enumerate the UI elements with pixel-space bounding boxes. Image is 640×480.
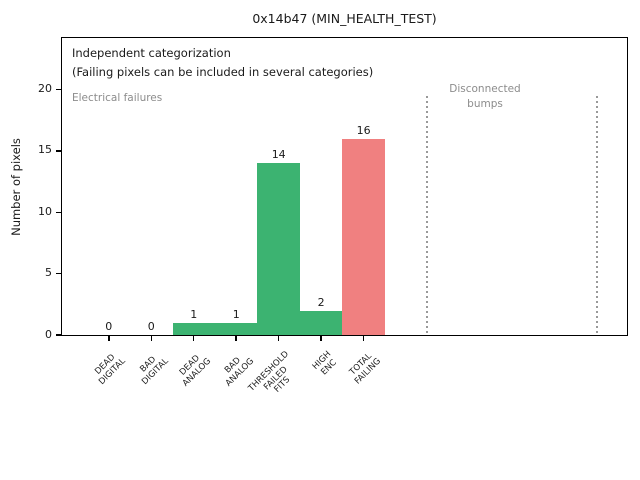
bar-value-label: 1 <box>190 307 198 321</box>
bar <box>214 322 258 336</box>
y-tick-label: 5 <box>45 266 52 280</box>
y-tick-label: 10 <box>38 204 52 218</box>
x-tick-mark <box>320 336 322 341</box>
x-tick-mark <box>192 336 195 341</box>
x-tick-mark <box>150 336 152 341</box>
bar <box>299 310 343 336</box>
x-tick-label: DEAD ANALOG <box>177 353 213 389</box>
y-tick-label: 15 <box>38 143 52 157</box>
x-tick-label: TOTAL FAILING <box>347 351 383 387</box>
bar-value-label: 0 <box>105 320 113 333</box>
bar <box>342 138 385 336</box>
y-tick-mark <box>56 272 61 275</box>
x-tick-mark <box>108 336 110 341</box>
bar-value-label: 16 <box>356 123 371 137</box>
x-tick-label: THRESHOLD FAILED FITS <box>246 349 293 395</box>
bar-value-label: 14 <box>271 148 286 162</box>
x-tick-mark <box>277 336 280 341</box>
x-tick-mark <box>235 336 237 341</box>
separator-dotted-line <box>596 95 599 336</box>
separator-dotted-line <box>426 95 429 336</box>
annotation-disconnected-bumps: Disconnected bumps <box>449 83 521 110</box>
x-tick-label: DEAD DIGITAL <box>93 352 128 387</box>
y-tick-mark <box>56 211 61 213</box>
bar-value-label: 2 <box>317 295 325 309</box>
y-tick-label: 0 <box>45 327 52 341</box>
y-tick-label: 20 <box>38 82 52 95</box>
bar <box>257 163 300 336</box>
x-tick-label: BAD DIGITAL <box>138 354 171 387</box>
x-tick-label: HIGH ENC <box>310 349 339 378</box>
y-tick-mark <box>56 334 61 336</box>
bar-value-label: 0 <box>147 320 155 333</box>
bar-value-label: 1 <box>232 307 240 321</box>
annotation-independent-categorization: Independent categorization <box>72 46 231 60</box>
annotation-categorization-note: (Failing pixels can be included in sever… <box>72 65 374 79</box>
annotation-electrical-failures: Electrical failures <box>72 92 163 104</box>
x-tick-mark <box>362 336 365 341</box>
y-tick-mark <box>56 150 61 152</box>
y-tick-mark <box>56 88 61 91</box>
bar <box>172 322 215 336</box>
chart-title: 0x14b47 (MIN_HEALTH_TEST) <box>252 11 437 26</box>
